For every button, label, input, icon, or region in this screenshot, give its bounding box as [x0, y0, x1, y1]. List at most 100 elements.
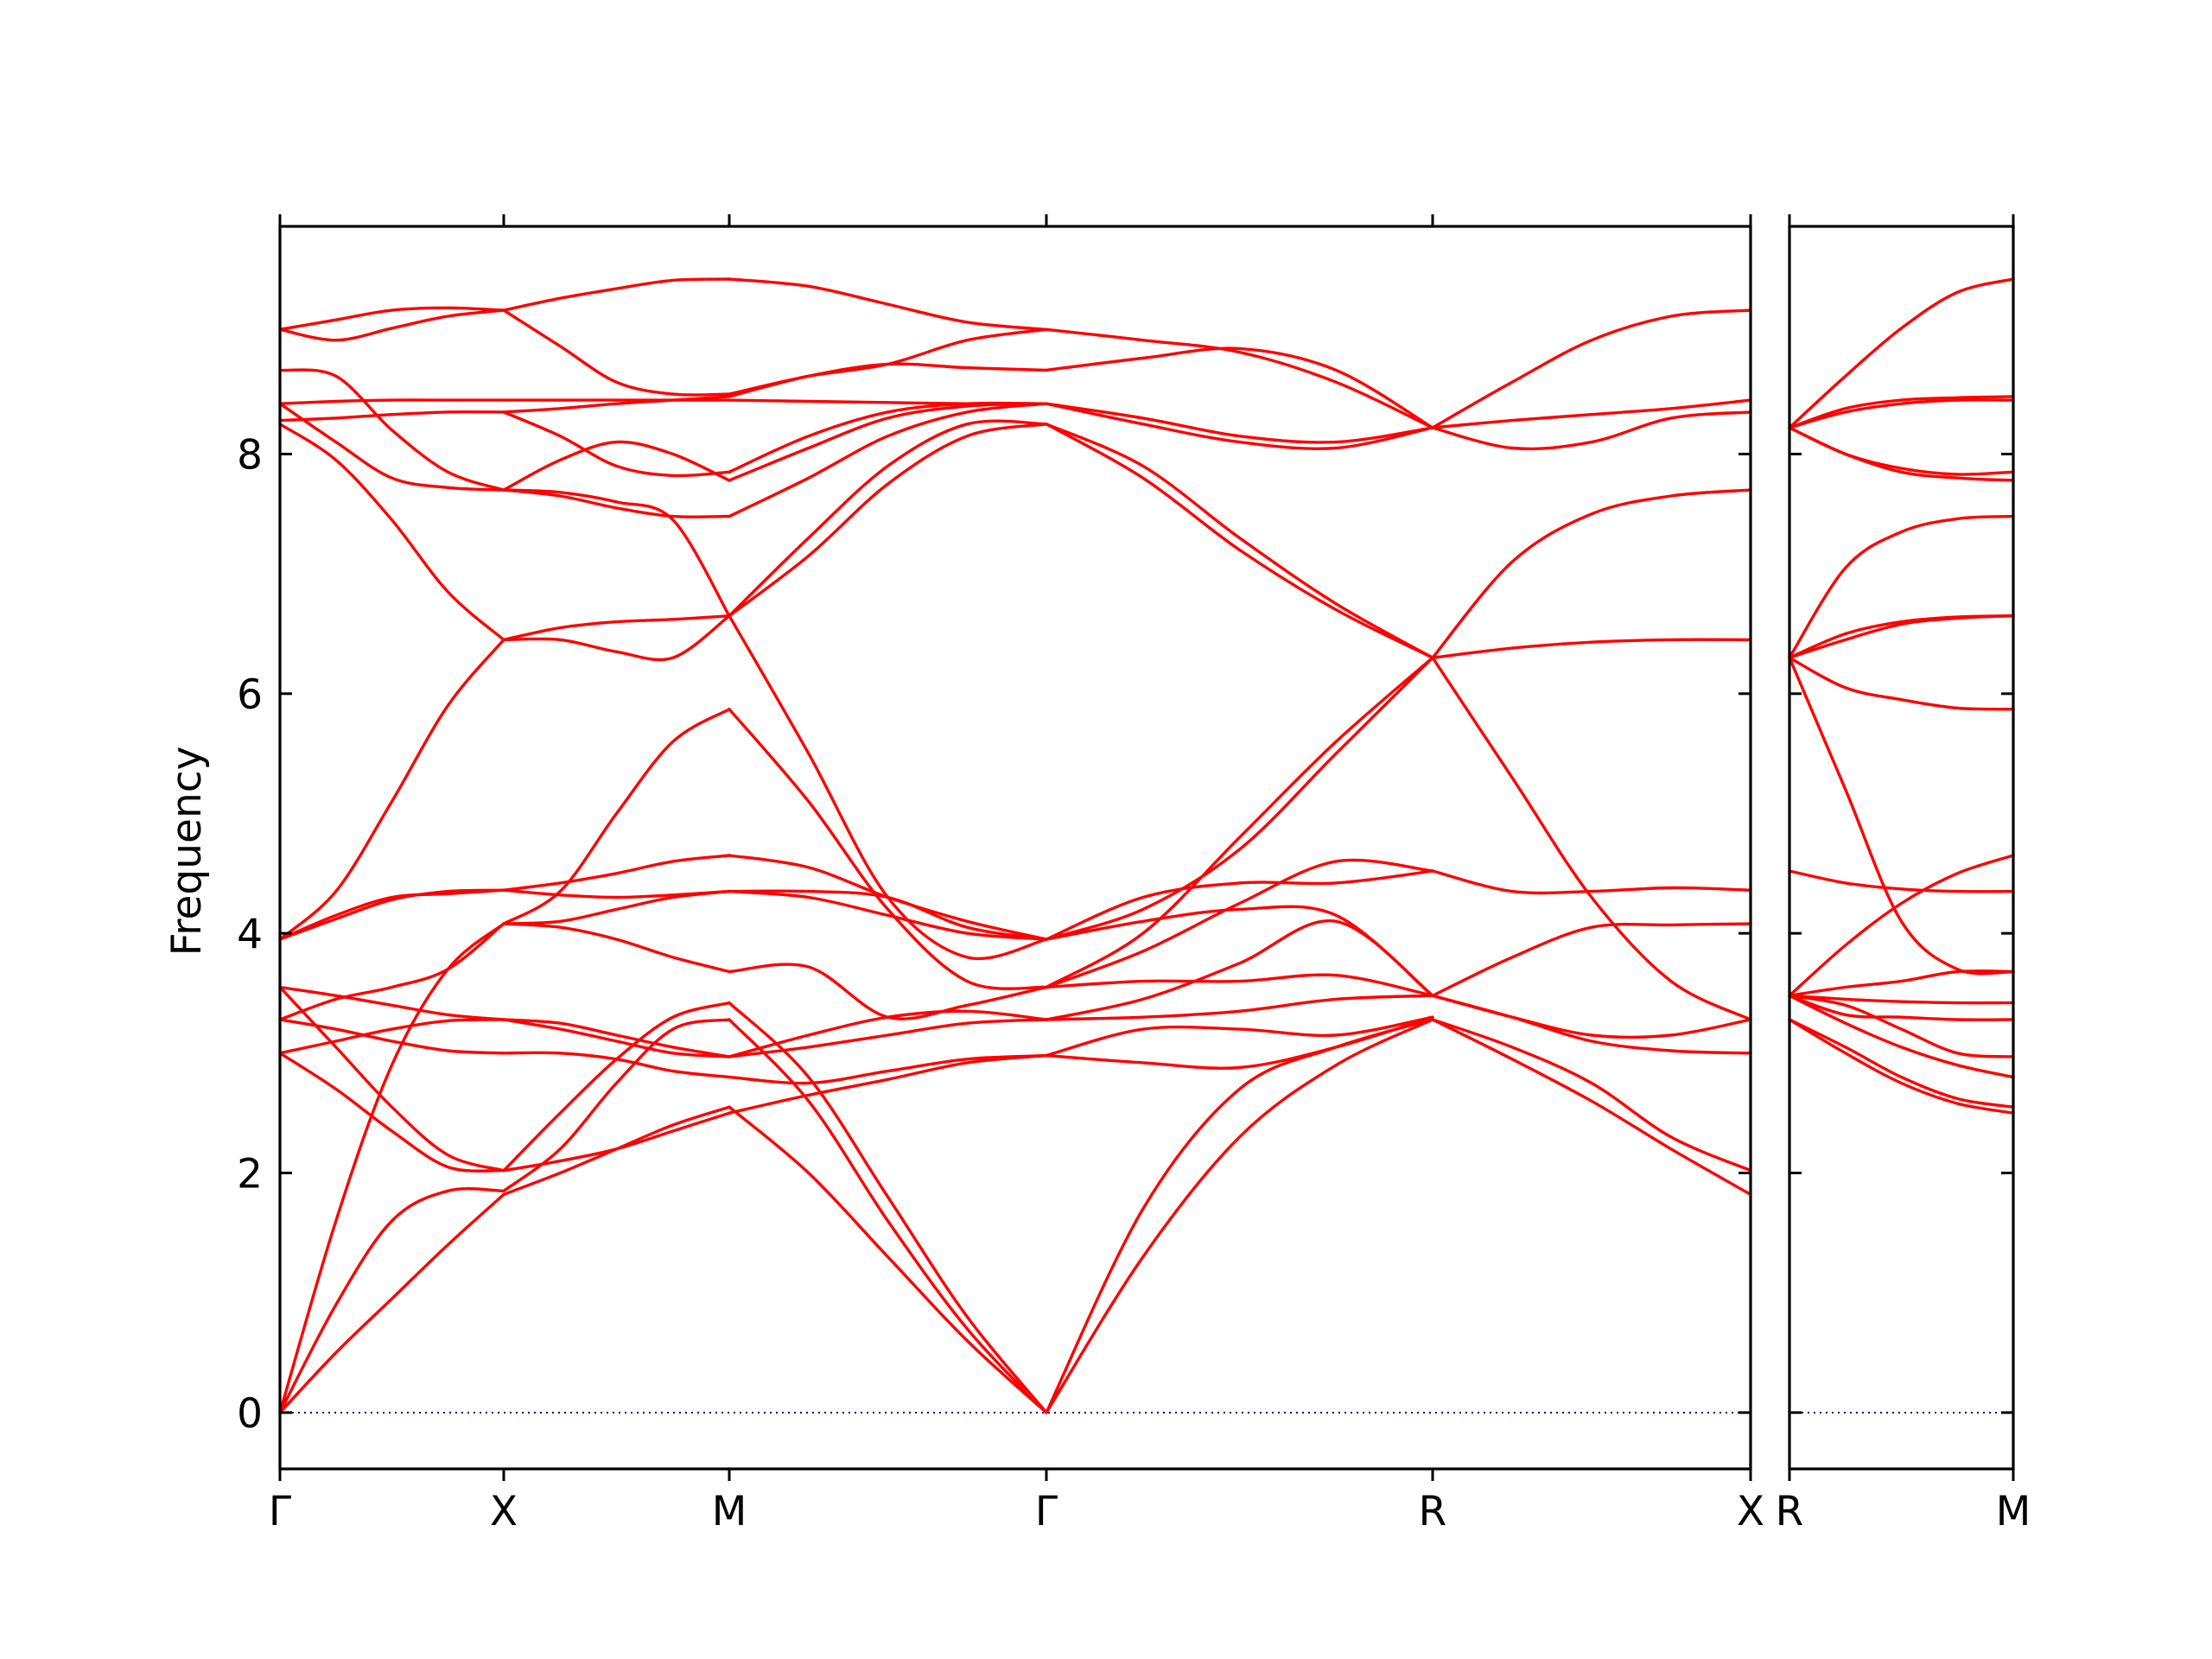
phonon-band — [278, 423, 505, 642]
phonon-band — [502, 708, 731, 925]
x-tick-label: M — [712, 1488, 747, 1535]
phonon-band — [502, 854, 731, 892]
phonon-band — [1431, 994, 1752, 1039]
phonon-band — [278, 368, 505, 492]
phonon-band — [278, 1192, 505, 1414]
phonon-band — [1431, 1018, 1752, 1173]
phonon-band — [278, 402, 505, 492]
phonon-band — [502, 277, 731, 312]
phonon-band — [728, 398, 1048, 406]
x-tick-label: X — [1737, 1488, 1764, 1535]
phonon-band — [278, 306, 505, 331]
phonon-band — [728, 362, 1048, 398]
phonon-band — [1788, 994, 2015, 1021]
x-tick-label: R — [1776, 1488, 1804, 1535]
phonon-band — [728, 1018, 1048, 1058]
phonon-band — [1045, 1015, 1434, 1058]
y-tick-label: 2 — [237, 1150, 263, 1198]
phonon-band — [278, 888, 505, 941]
phonon-band — [1431, 869, 1752, 895]
phonon-band — [1788, 854, 2015, 997]
x-tick-label: Γ — [269, 1488, 291, 1535]
phonon-band — [1431, 1018, 1752, 1197]
plot-frame — [278, 225, 1752, 1471]
phonon-band — [1045, 327, 1434, 429]
segment-R-X — [1431, 308, 1752, 1197]
phonon-band — [728, 277, 1048, 331]
phonon-band — [1045, 402, 1434, 444]
phonon-band — [502, 1018, 731, 1058]
phonon-band — [1431, 398, 1752, 429]
phonon-band — [502, 395, 731, 414]
phonon-band — [278, 1052, 505, 1173]
phonon-band — [1045, 656, 1434, 941]
phonon-band — [1045, 994, 1434, 1021]
phonon-band — [1045, 1018, 1434, 1414]
phonon-band — [278, 1187, 505, 1414]
phonon-band — [278, 888, 505, 941]
main-path-panel: 0 2 4 6 8 Γ X M Γ R X — [237, 214, 1764, 1535]
phonon-band — [728, 1105, 1048, 1414]
segment-Γ-X — [278, 306, 505, 1414]
phonon-band — [278, 985, 505, 1021]
phonon-band — [502, 1105, 731, 1197]
phonon-band — [278, 922, 505, 1021]
phonon-band — [728, 402, 1048, 482]
phonon-band — [1788, 994, 2015, 1058]
phonon-band — [1045, 1018, 1434, 1414]
phonon-band — [278, 1018, 505, 1055]
phonon-band — [728, 327, 1048, 396]
phonon-band — [502, 308, 731, 397]
y-axis-label: Frequency — [163, 747, 211, 957]
phonon-band — [1045, 973, 1434, 997]
phonon-band — [1788, 514, 2015, 659]
phonon-band — [1045, 905, 1434, 997]
phonon-band — [728, 402, 1048, 518]
phonon-band — [1045, 656, 1434, 989]
phonon-band — [1431, 410, 1752, 451]
phonon-band — [1431, 308, 1752, 429]
phonon-band — [1045, 423, 1434, 659]
phonon-band — [728, 423, 1048, 618]
x-tick-label: M — [1996, 1488, 2031, 1535]
y-tick-label: 6 — [237, 671, 263, 719]
phonon-band — [278, 308, 505, 342]
phonon-band — [728, 1053, 1048, 1115]
phonon-band — [1788, 426, 2015, 482]
phonon-band — [728, 1053, 1048, 1085]
phonon-band — [728, 708, 1048, 990]
phonon-band — [1788, 1018, 2015, 1115]
phonon-band — [502, 614, 731, 662]
phonon-band — [278, 398, 505, 405]
phonon-band — [1788, 395, 2015, 429]
phonon-band — [502, 1111, 731, 1173]
phonon-band — [1431, 922, 1752, 997]
phonon-band — [1045, 423, 1434, 659]
y-tick-label: 0 — [237, 1390, 263, 1438]
x-tick-label: R — [1419, 1488, 1447, 1535]
phonon-band — [1788, 969, 2015, 997]
phonon-band — [502, 410, 731, 478]
segment-R-M — [1788, 277, 2015, 1115]
phonon-band — [502, 922, 731, 974]
phonon-band — [502, 1051, 731, 1079]
phonon-band — [1045, 402, 1434, 450]
phonon-band — [728, 1018, 1048, 1414]
phonon-band — [1788, 656, 2015, 976]
phonon-band — [728, 1001, 1048, 1414]
phonon-band — [1045, 346, 1434, 429]
phonon-band — [278, 985, 505, 1173]
segment-M-Γ — [728, 277, 1048, 1414]
phonon-band — [728, 419, 1048, 618]
segment-Γ-R — [1045, 327, 1434, 1414]
phonon-band — [1788, 426, 2015, 476]
y-tick-label: 4 — [237, 911, 263, 958]
y-tick-label: 8 — [237, 431, 263, 479]
phonon-band — [1788, 994, 2015, 1079]
phonon-band — [278, 1018, 505, 1055]
phonon-band — [1788, 1018, 2015, 1109]
phonon-band — [1045, 858, 1434, 989]
phonon-band — [1431, 656, 1752, 1021]
